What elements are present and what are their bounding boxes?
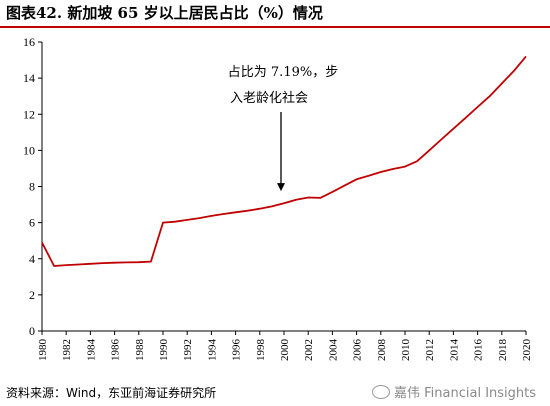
x-tick-label: 2014 <box>448 339 460 362</box>
line-chart: 0 2 4 6 8 10 12 14 16 1980 1982 1984 1986 1988 1990 199… <box>23 35 533 362</box>
y-tick-label: 14 <box>23 71 35 85</box>
x-tick-label: 1982 <box>61 339 73 361</box>
x-tick-label: 2008 <box>376 339 388 362</box>
x-tick-label: 2010 <box>400 339 412 362</box>
y-tick-label: 12 <box>23 107 35 121</box>
x-tick-label: 2012 <box>424 339 436 361</box>
annotation-arrow-head <box>277 183 285 192</box>
x-tick-label: 1990 <box>158 339 170 362</box>
annotation-line-1: 占比为 7.19%，步 <box>228 65 338 80</box>
y-tick-label: 4 <box>29 252 35 266</box>
y-tick-label: 0 <box>29 324 35 338</box>
watermark: 嘉伟 Financial Insights <box>372 382 536 401</box>
y-tick-label: 16 <box>23 35 35 49</box>
x-tick-label: 2004 <box>327 339 339 362</box>
y-tick-label: 8 <box>29 180 35 194</box>
x-tick-label: 1998 <box>255 339 267 362</box>
x-tick-label: 1994 <box>206 339 218 362</box>
x-tick-label: 2006 <box>352 339 364 362</box>
x-tick-label: 1986 <box>110 339 122 362</box>
watermark-text: 嘉伟 Financial Insights <box>394 386 537 401</box>
x-tick-label: 2002 <box>303 339 315 361</box>
x-tick-label: 2018 <box>497 339 509 362</box>
x-tick-label: 1984 <box>85 339 97 362</box>
x-tick-label: 1980 <box>37 339 49 362</box>
x-tick-label: 1992 <box>182 339 194 361</box>
y-tick-label: 10 <box>23 143 35 157</box>
title-bar: 图表42. 新加坡 65 岁以上居民占比（%）情况 <box>0 0 550 28</box>
y-tick-label: 6 <box>29 216 35 230</box>
source-note: 资料来源：Wind，东亚前海证券研究所 <box>6 386 217 400</box>
x-tick-label: 2016 <box>473 339 485 362</box>
x-tick-label: 1996 <box>231 339 243 362</box>
series-line <box>41 55 527 267</box>
page-title: 图表42. 新加坡 65 岁以上居民占比（%）情况 <box>6 4 323 22</box>
y-tick-label: 2 <box>29 288 35 302</box>
x-tick-label: 1988 <box>134 339 146 362</box>
wechat-icon <box>372 384 390 399</box>
x-tick-label: 2020 <box>521 339 533 362</box>
annotation-line-2: 入老龄化社会 <box>230 90 308 106</box>
x-tick-label: 2000 <box>279 339 291 362</box>
